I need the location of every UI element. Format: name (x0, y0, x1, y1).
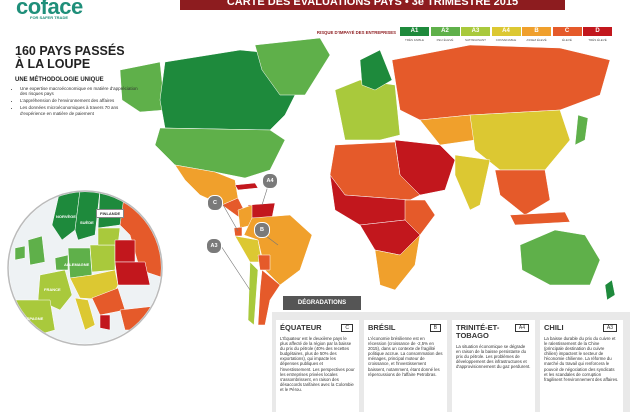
country-shape (509, 211, 571, 226)
legend-label: SATISFAISANT (465, 38, 486, 42)
country-shape (233, 226, 243, 237)
rating-badge: C (341, 324, 353, 332)
legend-swatch: A3 (461, 27, 490, 36)
rating-callout: A3 (206, 238, 222, 254)
intro-title: 160 PAYS PASSÉS À LA LOUPE (15, 44, 125, 71)
country-shape (99, 314, 111, 331)
callout-lines (220, 185, 279, 291)
country-shape (519, 229, 601, 286)
country-label: ALLEMAGNE (64, 262, 90, 267)
rating-badge: A4 (514, 324, 529, 332)
country-label: FRANCE (44, 287, 61, 292)
country-shape (374, 234, 421, 291)
legend-swatch: A4 (491, 27, 521, 36)
description: La situation économique se dégrade en ra… (456, 344, 531, 370)
legend-label: CONVENABLE (495, 38, 517, 42)
rating-callout: C (207, 195, 223, 211)
country-shape (89, 244, 116, 273)
country-shape (154, 127, 286, 179)
legend-swatch: D (583, 27, 612, 36)
country-shape (74, 297, 96, 331)
country-name: CHILI (544, 323, 564, 332)
country-shape (114, 261, 151, 286)
legend-title: RISQUE D'IMPAYÉ DES ENTREPRISES (316, 30, 396, 35)
rating-callout: B (254, 222, 270, 238)
country-shape (334, 79, 401, 141)
bullet: Les données microéconomiques à travers 7… (20, 105, 138, 116)
country-shape (454, 154, 491, 211)
country-shape (74, 192, 101, 241)
country-label: FINLANDE (96, 209, 125, 218)
rating-callout: A4 (262, 173, 278, 189)
country-shape (391, 44, 611, 121)
country-shape (27, 235, 46, 266)
country-shape (119, 61, 166, 113)
country-shape (247, 261, 259, 326)
degradation-card: TRINITÉ-ET-TOBAGO A4 La situation économiq… (452, 320, 535, 412)
degradation-card: CHILI A3 La baisse durable du prix du cuiv… (540, 320, 623, 412)
legend-label: TRÈS ÉLEVÉ (588, 38, 607, 42)
country-label: SUÈDE (80, 220, 94, 225)
country-shape (234, 182, 259, 191)
country-shape (14, 245, 26, 261)
legend-swatch: A2 (430, 27, 460, 36)
logo: coface (16, 0, 83, 19)
country-shape (54, 254, 69, 271)
country-name: TRINITÉ-ET-TOBAGO (456, 323, 500, 340)
country-shape (51, 192, 81, 241)
europe-zoom-border (7, 190, 163, 346)
tagline: FOR SAFER TRADE (30, 15, 68, 20)
country-shape (257, 269, 281, 326)
country-shape (254, 37, 331, 96)
country-shape (404, 199, 436, 236)
continents (119, 37, 616, 326)
rating-badge: B (429, 324, 441, 332)
country-shape (494, 169, 551, 216)
country-label: NORVÈGE (56, 214, 76, 219)
degradation-card: ÉQUATEUR C L'Équateur est le deuxième pays… (276, 320, 359, 412)
country-shape (114, 239, 136, 263)
country-shape (419, 114, 476, 146)
rating-badge: A3 (602, 324, 617, 332)
degradations-title: DÉGRADATIONS (283, 296, 361, 310)
title: CARTE DES ÉVALUATIONS PAYS • 3e TRIMESTR… (226, 0, 519, 8)
legend-swatch: A1 (400, 27, 429, 36)
degradation-card: BRÉSIL B L'économie brésilienne est en réc… (364, 320, 447, 412)
country-shape (234, 235, 263, 263)
legend-swatch: B (522, 27, 551, 36)
bullet: Une expertise macroéconomique en matière… (20, 86, 138, 97)
legend-label: TRÈS FAIBLE (404, 38, 424, 42)
description: La baisse durable du prix du cuivre et l… (544, 336, 619, 382)
country-label: ESPAGNE (24, 316, 44, 321)
description: L'Équateur est le deuxième pays le plus … (280, 336, 355, 392)
country-name: BRÉSIL (368, 323, 396, 332)
legend-label: PEU ÉLEVÉ (436, 38, 454, 42)
bullet-list: Une expertise macroéconomique en matière… (15, 86, 138, 118)
country-shape (604, 279, 616, 301)
country-shape (359, 49, 393, 91)
description: L'économie brésilienne est en récession … (368, 336, 443, 377)
country-shape (257, 254, 271, 271)
legend-label: ASSEZ ÉLEVÉ (526, 38, 547, 42)
legend-swatch: C (552, 27, 582, 36)
intro-subtitle: UNE MÉTHODOLOGIE UNIQUE (15, 77, 104, 83)
bullet: L'appréhension de l'environnement des af… (20, 98, 138, 103)
country-name: ÉQUATEUR (280, 323, 322, 332)
legend-label: ÉLEVÉ (562, 38, 572, 42)
title-banner (180, 0, 565, 10)
country-shape (574, 114, 589, 146)
